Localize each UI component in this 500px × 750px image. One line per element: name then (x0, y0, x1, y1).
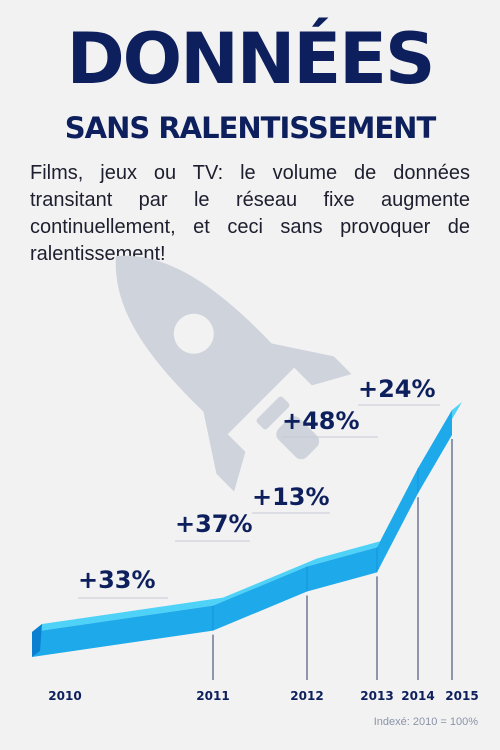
year-tick-label: 2010 (48, 689, 81, 703)
growth-label: +33% (78, 566, 156, 594)
year-tick-label: 2012 (290, 689, 323, 703)
growth-label: +13% (252, 483, 330, 511)
rocket-icon (115, 255, 352, 492)
year-tick-label: 2015 (445, 689, 478, 703)
index-note: Indexé: 2010 = 100% (373, 716, 478, 728)
growth-label: +24% (358, 375, 436, 403)
year-tick-label: 2011 (196, 689, 229, 703)
year-tick-label: 2014 (401, 689, 434, 703)
ribbon-left-cap (32, 624, 42, 657)
page-subtitle: SANS RALENTISSEMENT (64, 111, 437, 145)
growth-label: +48% (282, 407, 360, 435)
ribbon-front-face (32, 410, 452, 657)
page-title: DONNÉES (66, 18, 436, 100)
growth-label: +37% (175, 510, 253, 538)
year-tick-label: 2013 (360, 689, 393, 703)
